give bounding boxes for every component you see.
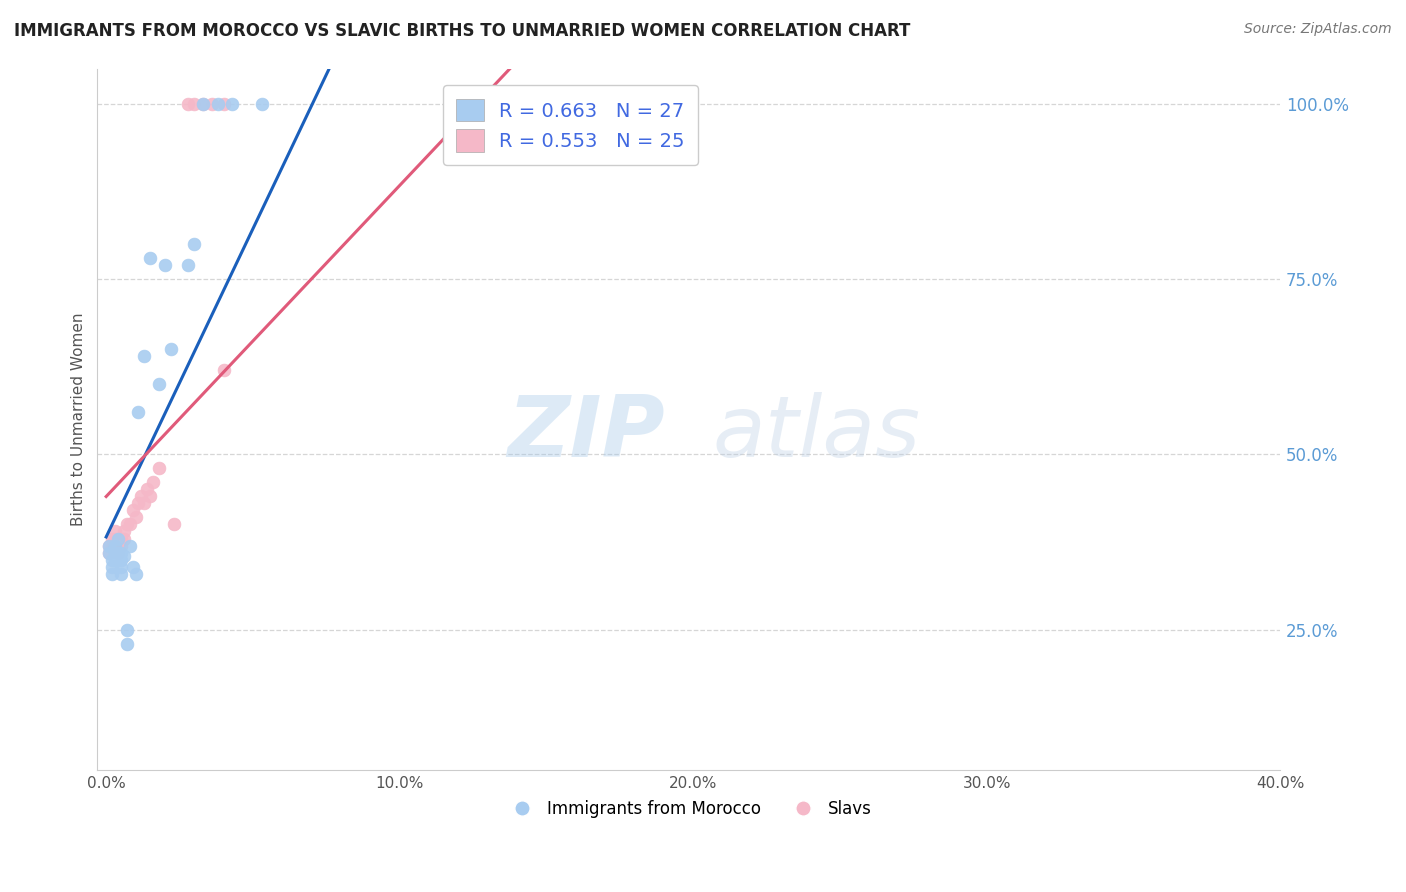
Point xyxy=(139,490,162,504)
Point xyxy=(107,545,129,559)
Point xyxy=(136,483,159,497)
Point xyxy=(101,566,124,581)
Point xyxy=(118,517,141,532)
Point xyxy=(104,539,127,553)
Point xyxy=(201,97,224,112)
Point xyxy=(104,524,127,539)
Point xyxy=(118,539,141,553)
Point xyxy=(134,349,156,363)
Point xyxy=(115,517,138,532)
Text: IMMIGRANTS FROM MOROCCO VS SLAVIC BIRTHS TO UNMARRIED WOMEN CORRELATION CHART: IMMIGRANTS FROM MOROCCO VS SLAVIC BIRTHS… xyxy=(14,22,911,40)
Point xyxy=(139,251,162,265)
Point xyxy=(104,552,127,566)
Point xyxy=(183,97,205,112)
Point xyxy=(112,532,135,546)
Point xyxy=(101,552,124,566)
Point xyxy=(183,236,205,251)
Point xyxy=(134,496,156,510)
Point xyxy=(207,97,229,112)
Point xyxy=(121,559,143,574)
Point xyxy=(148,461,170,475)
Point xyxy=(110,532,132,546)
Point xyxy=(131,490,153,504)
Text: Source: ZipAtlas.com: Source: ZipAtlas.com xyxy=(1244,22,1392,37)
Point xyxy=(104,545,127,559)
Point xyxy=(107,539,129,553)
Point xyxy=(98,545,121,559)
Point xyxy=(177,258,200,272)
Point xyxy=(212,97,235,112)
Point xyxy=(191,97,214,112)
Y-axis label: Births to Unmarried Women: Births to Unmarried Women xyxy=(72,312,86,526)
Point xyxy=(101,532,124,546)
Text: atlas: atlas xyxy=(713,392,921,475)
Point xyxy=(104,532,127,546)
Point xyxy=(115,637,138,651)
Point xyxy=(98,545,121,559)
Point xyxy=(159,342,181,356)
Point xyxy=(250,97,273,112)
Point xyxy=(447,97,470,112)
Legend: Immigrants from Morocco, Slavs: Immigrants from Morocco, Slavs xyxy=(499,794,879,825)
Point xyxy=(153,258,176,272)
Point xyxy=(110,559,132,574)
Text: ZIP: ZIP xyxy=(508,392,665,475)
Point xyxy=(101,559,124,574)
Point xyxy=(148,377,170,392)
Point xyxy=(652,97,675,112)
Point xyxy=(212,363,235,377)
Point xyxy=(163,517,186,532)
Point xyxy=(142,475,165,490)
Point xyxy=(115,623,138,637)
Point xyxy=(110,539,132,553)
Point xyxy=(127,405,149,419)
Point xyxy=(127,496,149,510)
Point xyxy=(110,566,132,581)
Point xyxy=(98,539,121,553)
Point xyxy=(124,566,146,581)
Point xyxy=(101,539,124,553)
Point xyxy=(110,545,132,559)
Point xyxy=(107,532,129,546)
Point xyxy=(112,549,135,563)
Point xyxy=(121,503,143,517)
Point xyxy=(191,97,214,112)
Point xyxy=(112,524,135,539)
Point xyxy=(98,539,121,553)
Point xyxy=(177,97,200,112)
Point xyxy=(107,552,129,566)
Point xyxy=(221,97,243,112)
Point xyxy=(107,545,129,559)
Point xyxy=(110,552,132,566)
Point xyxy=(124,510,146,524)
